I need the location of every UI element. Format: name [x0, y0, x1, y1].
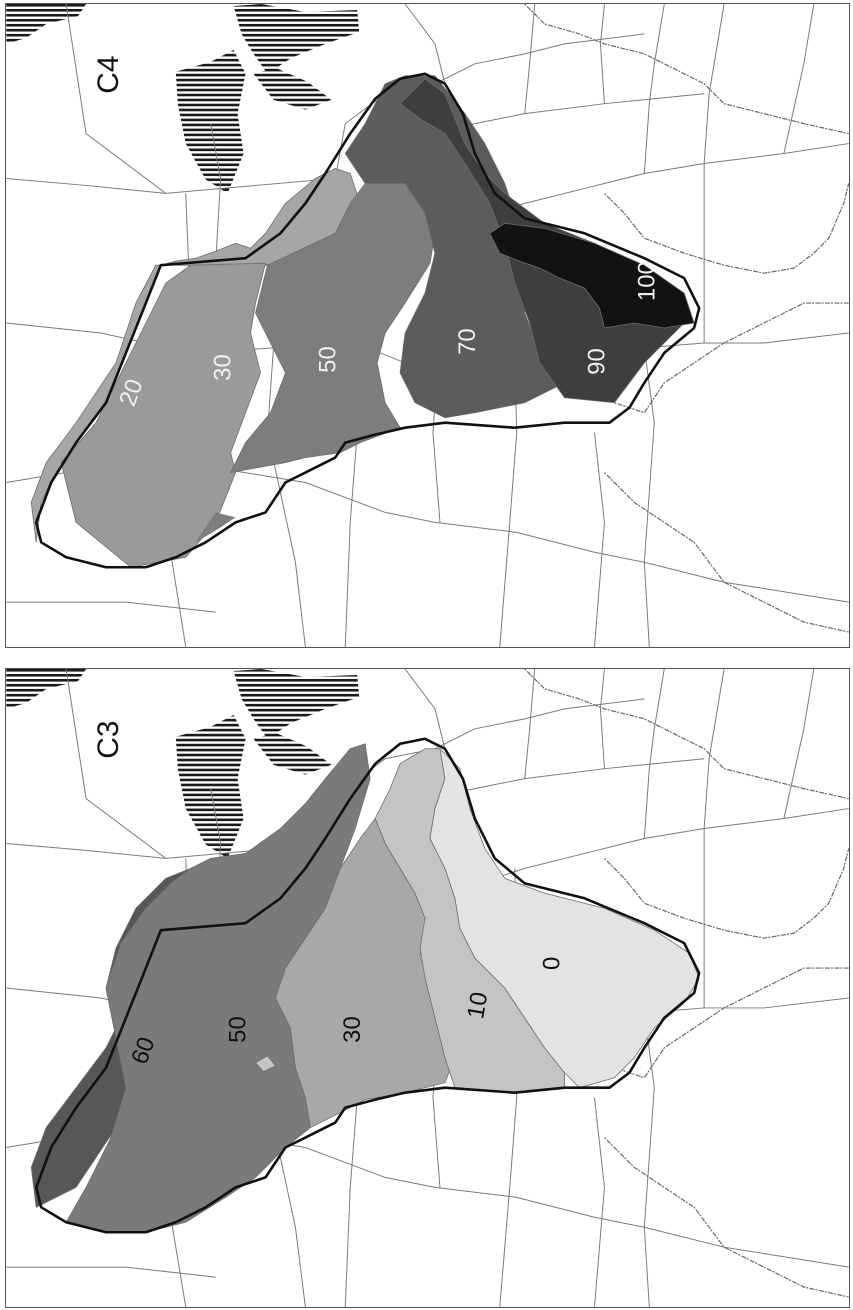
c4-label-100: 100: [633, 261, 660, 301]
c3-range-outline: [34, 737, 701, 1234]
coastline: [524, 4, 849, 633]
c3-map: C3 60 50 30 10 0: [6, 669, 849, 1307]
c4-label-50: 50: [314, 346, 341, 373]
great-lakes: [6, 669, 360, 859]
c4-title: C4: [92, 56, 125, 94]
c3-zones: [30, 743, 700, 1233]
c3-label-50: 50: [225, 1016, 252, 1043]
c3-label-10: 10: [462, 990, 493, 1021]
c4-label-70: 70: [454, 328, 481, 355]
c4-map: C4 20 30 50 70 90 100: [6, 4, 849, 647]
c3-map-panel: C3 60 50 30 10 0: [5, 668, 850, 1308]
c4-range-outline: [34, 72, 701, 569]
c3-title: C3: [92, 721, 125, 759]
zone-50: [65, 743, 371, 1233]
c4-map-panel: C4 20 30 50 70 90 100: [5, 3, 850, 648]
c3-label-30: 30: [339, 1016, 366, 1043]
zone-100: [489, 222, 695, 329]
great-lakes: [6, 4, 360, 194]
zone-0: [429, 747, 700, 1089]
c4-label-90: 90: [583, 348, 610, 375]
c3-label-0: 0: [539, 957, 566, 970]
c4-zones: [30, 75, 695, 568]
zone-30: [60, 262, 267, 568]
c4-label-30: 30: [210, 354, 237, 381]
coastline: [524, 669, 849, 1298]
